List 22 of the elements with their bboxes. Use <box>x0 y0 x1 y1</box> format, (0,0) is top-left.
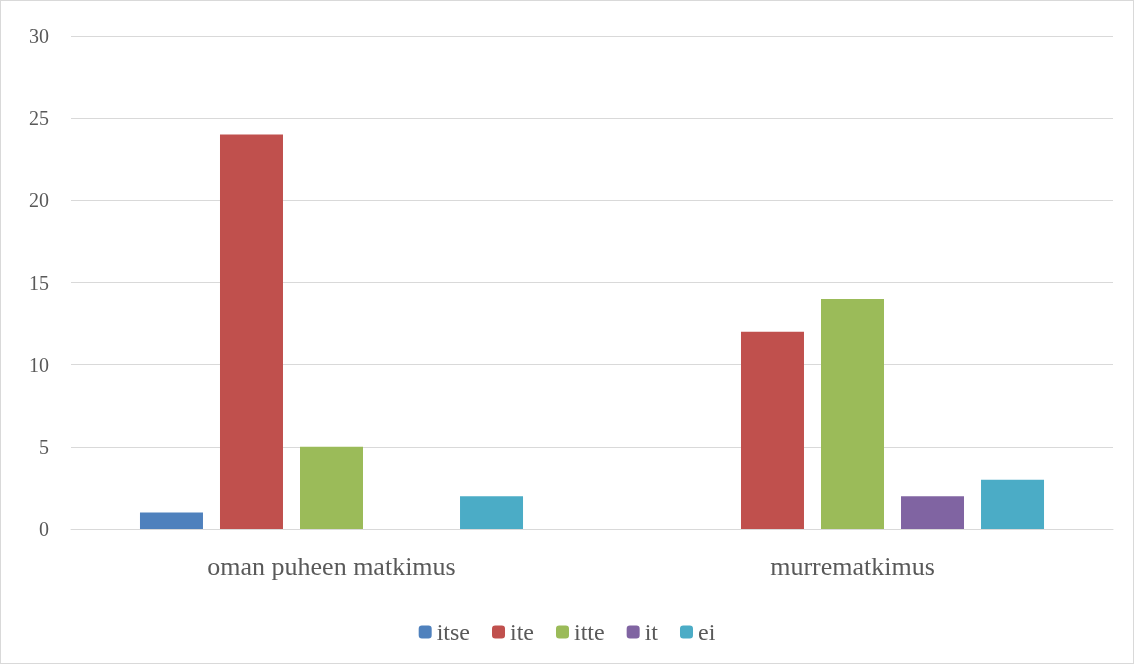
y-tick-label: 10 <box>29 353 49 376</box>
y-tick-label: 15 <box>29 271 49 294</box>
y-tick-label: 30 <box>29 25 49 47</box>
x-tick-label: murrematkimus <box>770 551 935 581</box>
y-tick-label: 25 <box>29 107 49 130</box>
legend-label: itte <box>574 619 605 645</box>
bar <box>740 331 804 529</box>
bar <box>300 446 363 529</box>
legend-label: itse <box>436 619 471 645</box>
y-tick-label: 5 <box>39 435 49 458</box>
x-tick-label: oman puheen matkimus <box>207 551 456 581</box>
bar <box>139 512 203 529</box>
legend-label: it <box>644 619 659 645</box>
bar <box>821 298 884 529</box>
bar <box>981 479 1045 529</box>
bar <box>901 496 965 529</box>
y-tick-label: 0 <box>39 518 49 540</box>
bar <box>460 496 524 529</box>
legend-label: ite <box>510 619 535 645</box>
legend-label: ei <box>697 619 716 645</box>
y-tick-label: 20 <box>29 189 49 212</box>
bar <box>219 134 283 529</box>
